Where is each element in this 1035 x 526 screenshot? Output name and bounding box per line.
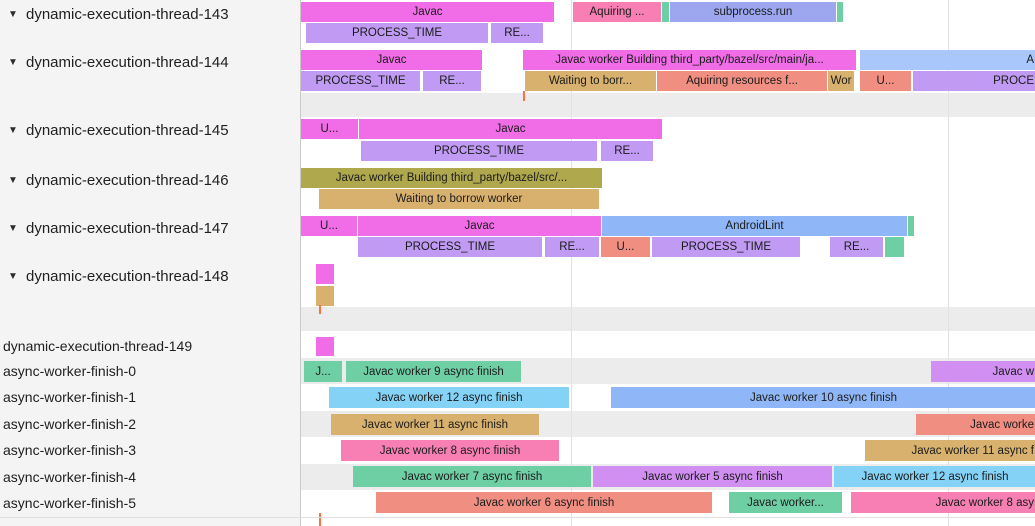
track-label: async-worker-finish-3 xyxy=(3,442,137,458)
timeline-slice[interactable]: Javac worker 8 async finish xyxy=(341,440,559,461)
timeline-slice[interactable]: PROCESS_TIME xyxy=(652,237,800,257)
timeline-slice[interactable]: Aquiring resources f... xyxy=(657,71,827,91)
timeline-slice[interactable]: RE... xyxy=(830,237,883,257)
timeline-bottom-divider xyxy=(0,517,1035,518)
track-name-row[interactable]: async-worker-finish-4 xyxy=(0,467,303,487)
timeline-slice[interactable]: Javac worker 8 asy xyxy=(851,492,1035,513)
timeline-slice[interactable]: Javac worker 11 async f xyxy=(865,440,1035,461)
timeline-slice[interactable]: Javac worker 12 async finish xyxy=(329,387,569,408)
timeline-slice[interactable]: Javac worker 11 async finish xyxy=(331,414,539,435)
track-label: async-worker-finish-0 xyxy=(3,363,137,379)
track-label: dynamic-execution-thread-144 xyxy=(26,53,229,71)
timeline-slice[interactable]: Javac worker 10 async finish xyxy=(611,387,1035,408)
timeline-slice[interactable]: Javac worker 5 async finish xyxy=(593,466,832,487)
timeline-slice[interactable]: Waiting to borr... xyxy=(525,71,656,91)
timeline-canvas[interactable]: Javac Aquiring ... subprocess.run PROCESS_T… xyxy=(301,0,1035,526)
timeline-slice[interactable]: Javac worker Building third_party/bazel/… xyxy=(523,50,856,70)
track-label: dynamic-execution-thread-147 xyxy=(26,219,229,237)
time-gridline xyxy=(571,0,572,526)
timeline-slice[interactable]: PROCESS_TIME xyxy=(361,141,597,161)
track-name-row[interactable]: ▼ dynamic-execution-thread-143 xyxy=(0,4,300,24)
timeline-slice[interactable]: Javac xyxy=(358,216,601,236)
track-name-row[interactable]: async-worker-finish-0 xyxy=(0,361,303,381)
timeline-slice[interactable] xyxy=(908,216,914,236)
timeline-slice[interactable]: RE... xyxy=(423,71,481,91)
track-name-row[interactable]: async-worker-finish-2 xyxy=(0,414,303,434)
time-gridline xyxy=(948,0,949,526)
track-name-row[interactable]: async-worker-finish-5 xyxy=(0,493,303,513)
track-background-band xyxy=(301,93,1035,117)
timeline-slice[interactable]: U... xyxy=(601,237,650,257)
timeline-slice[interactable]: PROCE xyxy=(913,71,1035,91)
timeline-slice[interactable] xyxy=(316,286,334,306)
timeline-slice[interactable]: Javac xyxy=(301,2,554,22)
timeline-slice[interactable]: AndroidLint xyxy=(602,216,907,236)
collapse-triangle-icon[interactable]: ▼ xyxy=(8,124,18,136)
timeline-slice[interactable]: Javac w xyxy=(931,361,1035,382)
timeline-slice[interactable]: RE... xyxy=(491,23,543,43)
track-name-row[interactable]: ▼ dynamic-execution-thread-147 xyxy=(0,218,300,238)
timeline-slice[interactable]: Wor xyxy=(828,71,854,91)
timeline-slice[interactable]: subprocess.run xyxy=(670,2,836,22)
track-label: dynamic-execution-thread-145 xyxy=(26,121,229,139)
timeline-slice[interactable]: RE... xyxy=(601,141,653,161)
timeline-slice[interactable]: A xyxy=(860,50,1035,70)
track-label: async-worker-finish-2 xyxy=(3,416,137,432)
timeline-slice[interactable]: Javac worker... xyxy=(729,492,842,513)
track-label: async-worker-finish-5 xyxy=(3,495,137,511)
timeline-slice[interactable]: U... xyxy=(301,216,357,236)
track-label: dynamic-execution-thread-143 xyxy=(26,5,229,23)
collapse-triangle-icon[interactable]: ▼ xyxy=(8,56,18,68)
track-name-row[interactable]: ▼ dynamic-execution-thread-145 xyxy=(0,120,300,140)
track-label: async-worker-finish-1 xyxy=(3,389,137,405)
timeline-slice[interactable] xyxy=(662,2,669,22)
instant-marker[interactable] xyxy=(319,305,321,314)
track-name-panel: ▼ dynamic-execution-thread-143 ▼ dynamic-ex… xyxy=(0,0,301,526)
timeline-slice[interactable] xyxy=(837,2,843,22)
timeline-slice[interactable] xyxy=(885,237,904,257)
track-name-row[interactable]: ▼ dynamic-execution-thread-148 xyxy=(0,266,300,286)
instant-marker[interactable] xyxy=(523,91,525,101)
timeline-slice[interactable]: PROCESS_TIME xyxy=(358,237,542,257)
track-label: dynamic-execution-thread-148 xyxy=(26,267,229,285)
timeline-slice[interactable]: Javac worke xyxy=(916,414,1035,435)
timeline-slice[interactable]: Javac worker 9 async finish xyxy=(346,361,521,382)
track-name-row[interactable]: async-worker-finish-1 xyxy=(0,387,303,407)
timeline-slice[interactable]: Javac worker 6 async finish xyxy=(376,492,712,513)
track-label: dynamic-execution-thread-149 xyxy=(3,338,193,354)
track-name-row[interactable]: ▼ dynamic-execution-thread-144 xyxy=(0,52,300,72)
track-name-row[interactable]: ▼ dynamic-execution-thread-146 xyxy=(0,170,300,190)
collapse-triangle-icon[interactable]: ▼ xyxy=(8,174,18,186)
timeline-slice[interactable]: Javac worker Building third_party/bazel/… xyxy=(301,168,602,188)
track-background-band xyxy=(301,307,1035,331)
timeline-slice[interactable]: Javac xyxy=(301,50,482,70)
timeline-slice[interactable]: U... xyxy=(860,71,911,91)
timeline-slice[interactable] xyxy=(316,264,334,284)
track-label: dynamic-execution-thread-146 xyxy=(26,171,229,189)
timeline-slice[interactable]: Javac worker 7 async finish xyxy=(353,466,591,487)
timeline-slice[interactable] xyxy=(316,337,334,356)
collapse-triangle-icon[interactable]: ▼ xyxy=(8,8,18,20)
timeline-slice[interactable]: J... xyxy=(304,361,342,382)
timeline-slice[interactable]: U... xyxy=(301,119,358,139)
collapse-triangle-icon[interactable]: ▼ xyxy=(8,222,18,234)
timeline-slice[interactable]: PROCESS_TIME xyxy=(306,23,488,43)
timeline-slice[interactable]: Javac worker 12 async finish xyxy=(834,466,1035,487)
timeline-slice[interactable]: PROCESS_TIME xyxy=(301,71,420,91)
track-name-row[interactable]: async-worker-finish-3 xyxy=(0,440,303,460)
timeline-slice[interactable]: Waiting to borrow worker xyxy=(319,189,599,209)
collapse-triangle-icon[interactable]: ▼ xyxy=(8,270,18,282)
timeline-slice[interactable]: RE... xyxy=(545,237,599,257)
timeline-slice[interactable]: Aquiring ... xyxy=(573,2,661,22)
timeline-slice[interactable]: Javac xyxy=(359,119,662,139)
instant-marker[interactable] xyxy=(319,513,321,526)
track-name-row[interactable]: dynamic-execution-thread-149 xyxy=(0,336,303,356)
track-label: async-worker-finish-4 xyxy=(3,469,137,485)
